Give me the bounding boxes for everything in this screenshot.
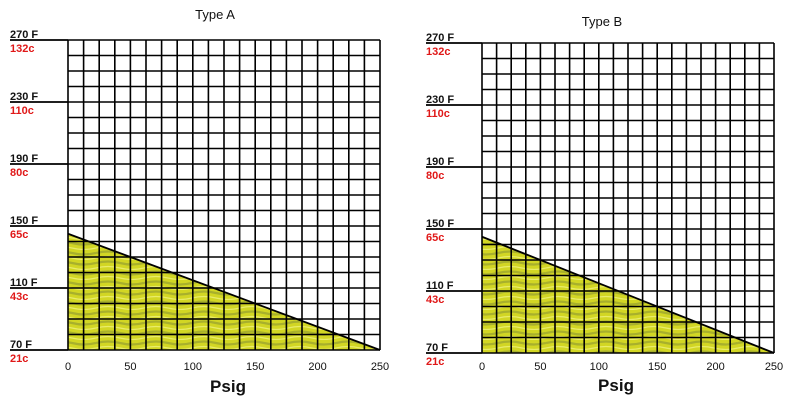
- y-tick-label-celsius: 21c: [426, 356, 444, 368]
- x-tick-label: 50: [534, 361, 546, 373]
- x-tick-label: 250: [765, 361, 783, 373]
- y-tick-label-fahrenheit: 190 F: [10, 153, 38, 165]
- y-tick-label-celsius: 110c: [10, 105, 34, 117]
- x-tick-label: 0: [479, 361, 485, 373]
- x-axis-title: Psig: [598, 376, 634, 395]
- y-tick-label-celsius: 110c: [426, 108, 450, 120]
- y-tick-label-celsius: 21c: [10, 353, 28, 365]
- y-tick-label-fahrenheit: 230 F: [426, 94, 454, 106]
- y-tick-label-fahrenheit: 150 F: [10, 215, 38, 227]
- y-tick-label-fahrenheit: 150 F: [426, 218, 454, 230]
- y-tick-label-celsius: 80c: [426, 170, 444, 182]
- y-tick-label-fahrenheit: 270 F: [10, 29, 38, 41]
- y-tick-label-celsius: 65c: [426, 232, 444, 244]
- y-tick-label-fahrenheit: 270 F: [426, 32, 454, 44]
- y-tick-label-fahrenheit: 70 F: [426, 342, 448, 354]
- x-tick-label: 150: [648, 361, 666, 373]
- grid-lines: [481, 42, 775, 354]
- y-tick-label-celsius: 80c: [10, 167, 28, 179]
- y-tick-label-celsius: 65c: [10, 229, 28, 241]
- y-tick-label-fahrenheit: 110 F: [10, 277, 38, 289]
- chart-panel-type-a: Type A 270 F 132c 230 F 110c 190 F 80c 150 F 65c…: [10, 7, 389, 396]
- chart-type-a: Type A 270 F 132c 230 F 110c 190 F 80c 150 F 65c…: [10, 7, 389, 396]
- y-tick-label-celsius: 132c: [426, 46, 450, 58]
- y-tick-label-celsius: 132c: [10, 43, 34, 55]
- y-tick-label-celsius: 43c: [426, 294, 444, 306]
- y-tick-label-fahrenheit: 110 F: [426, 280, 454, 292]
- boundary-line: [67, 232, 381, 351]
- chart-title: Type A: [195, 7, 235, 22]
- x-tick-label: 100: [590, 361, 608, 373]
- x-tick-label: 200: [706, 361, 724, 373]
- x-axis-title: Psig: [210, 377, 246, 396]
- y-tick-label-fahrenheit: 190 F: [426, 156, 454, 168]
- x-tick-label: 50: [124, 361, 136, 373]
- boundary-line: [481, 235, 775, 354]
- chart-title: Type B: [582, 14, 622, 29]
- y-tick-label-fahrenheit: 70 F: [10, 339, 32, 351]
- y-tick-label-fahrenheit: 230 F: [10, 91, 38, 103]
- x-tick-label: 150: [246, 361, 264, 373]
- x-tick-label: 200: [308, 361, 326, 373]
- y-tick-label-celsius: 43c: [10, 291, 28, 303]
- x-tick-label: 250: [371, 361, 389, 373]
- chart-type-b: Type B 270 F 132c 230 F 110c 190 F 80c 150 F 65c…: [426, 14, 783, 395]
- grid-lines: [67, 39, 381, 351]
- x-tick-label: 100: [184, 361, 202, 373]
- chart-panel-type-b: Type B 270 F 132c 230 F 110c 190 F 80c 150 F 65c…: [402, 0, 804, 404]
- x-tick-label: 0: [65, 361, 71, 373]
